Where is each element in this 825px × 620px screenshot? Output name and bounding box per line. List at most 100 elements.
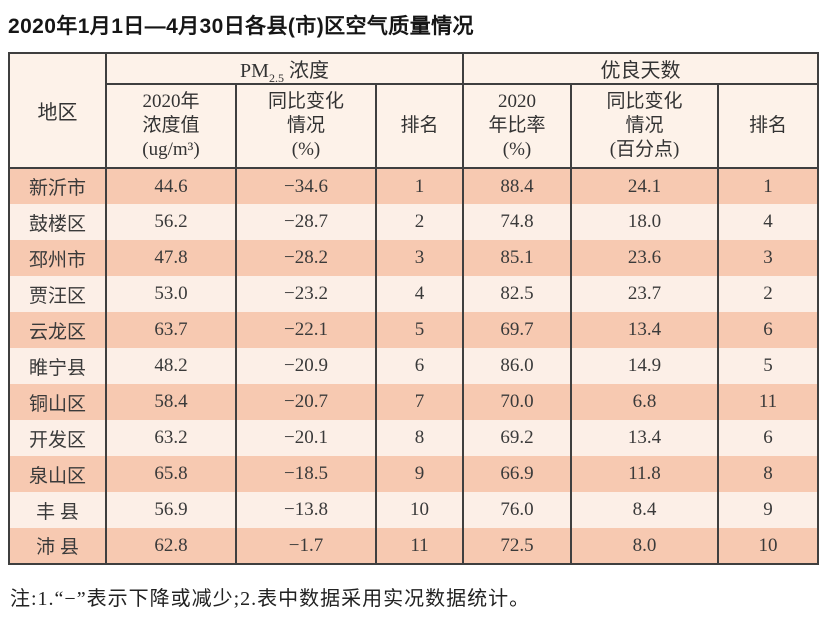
cell-pm-rank: 9 xyxy=(374,456,465,492)
cell-pm-value: 56.2 xyxy=(105,204,237,240)
pm25-label-prefix: PM xyxy=(240,60,269,82)
cell-pm-value: 53.0 xyxy=(105,276,237,312)
cell-days-rank: 1 xyxy=(717,168,820,204)
cell-pm-rank: 3 xyxy=(374,240,465,276)
cell-days-rank: 3 xyxy=(717,240,820,276)
column-header-pm-value: 2020年 浓度值 (ug/m³) xyxy=(105,83,237,169)
column-group-good-days: 优良天数 xyxy=(462,52,820,85)
cell-region: 沛 县 xyxy=(8,528,107,564)
cell-pm-rank: 7 xyxy=(374,384,465,420)
table-row: 沛 县 62.8 −1.7 11 72.5 8.0 10 xyxy=(8,528,820,564)
header-sub-row: 2020年 浓度值 (ug/m³) 同比变化 情况 (%) 排名 2020 年比… xyxy=(9,83,820,169)
cell-pm-value: 62.8 xyxy=(105,528,237,564)
column-header-region: 地区 xyxy=(8,52,107,169)
cell-days-rank: 6 xyxy=(717,312,820,348)
cell-region: 新沂市 xyxy=(8,168,107,204)
cell-days-change: 8.0 xyxy=(570,528,720,564)
cell-pm-change: −1.7 xyxy=(235,528,377,564)
cell-days-rank: 2 xyxy=(717,276,820,312)
cell-days-change: 8.4 xyxy=(570,492,720,528)
pm25-label-suffix: 浓度 xyxy=(283,60,329,82)
table-row: 丰 县 56.9 −13.8 10 76.0 8.4 9 xyxy=(8,492,820,528)
cell-days-ratio: 82.5 xyxy=(462,276,573,312)
cell-pm-value: 65.8 xyxy=(105,456,237,492)
cell-region: 邳州市 xyxy=(8,240,107,276)
column-header-days-change: 同比变化 情况 (百分点) xyxy=(570,83,720,169)
table-row: 鼓楼区 56.2 −28.7 2 74.8 18.0 4 xyxy=(8,204,820,240)
cell-days-ratio: 69.7 xyxy=(462,312,573,348)
cell-days-ratio: 74.8 xyxy=(462,204,573,240)
cell-pm-value: 63.2 xyxy=(105,420,237,456)
table-row: 新沂市 44.6 −34.6 1 88.4 24.1 1 xyxy=(8,168,820,204)
cell-region: 睢宁县 xyxy=(8,348,107,384)
cell-region: 泉山区 xyxy=(8,456,107,492)
cell-pm-rank: 1 xyxy=(374,168,465,204)
cell-pm-change: −28.7 xyxy=(235,204,377,240)
table-body: 新沂市 44.6 −34.6 1 88.4 24.1 1 鼓楼区 56.2 −2… xyxy=(8,168,820,564)
cell-days-change: 6.8 xyxy=(570,384,720,420)
cell-pm-value: 58.4 xyxy=(105,384,237,420)
cell-region: 开发区 xyxy=(8,420,107,456)
cell-days-rank: 8 xyxy=(717,456,820,492)
cell-pm-change: −34.6 xyxy=(235,168,377,204)
column-header-pm-rank: 排名 xyxy=(374,83,465,169)
cell-days-ratio: 66.9 xyxy=(462,456,573,492)
column-group-pm25: PM2.5 浓度 xyxy=(104,52,465,85)
pm25-label-subscript: 2.5 xyxy=(268,71,284,85)
cell-pm-change: −18.5 xyxy=(235,456,377,492)
table-row: 贾汪区 53.0 −23.2 4 82.5 23.7 2 xyxy=(8,276,820,312)
column-header-pm-change: 同比变化 情况 (%) xyxy=(235,83,377,169)
footnote: 注:1.“−”表示下降或减少;2.表中数据采用实况数据统计。 xyxy=(10,588,531,610)
cell-pm-change: −22.1 xyxy=(235,312,377,348)
column-header-days-rank: 排名 xyxy=(717,83,820,169)
cell-days-rank: 6 xyxy=(717,420,820,456)
cell-pm-rank: 4 xyxy=(374,276,465,312)
cell-region: 贾汪区 xyxy=(8,276,107,312)
cell-pm-change: −20.1 xyxy=(235,420,377,456)
table-row: 开发区 63.2 −20.1 8 69.2 13.4 6 xyxy=(8,420,820,456)
cell-pm-rank: 10 xyxy=(374,492,465,528)
cell-pm-rank: 11 xyxy=(374,528,465,564)
cell-days-ratio: 86.0 xyxy=(462,348,573,384)
cell-pm-value: 63.7 xyxy=(105,312,237,348)
table-row: 睢宁县 48.2 −20.9 6 86.0 14.9 5 xyxy=(8,348,820,384)
cell-pm-value: 56.9 xyxy=(105,492,237,528)
cell-days-change: 11.8 xyxy=(570,456,720,492)
cell-days-ratio: 72.5 xyxy=(462,528,573,564)
cell-pm-value: 44.6 xyxy=(105,168,237,204)
cell-region: 云龙区 xyxy=(8,312,107,348)
cell-pm-change: −28.2 xyxy=(235,240,377,276)
cell-pm-value: 48.2 xyxy=(105,348,237,384)
cell-days-ratio: 70.0 xyxy=(462,384,573,420)
cell-days-change: 13.4 xyxy=(570,312,720,348)
table-row: 云龙区 63.7 −22.1 5 69.7 13.4 6 xyxy=(8,312,820,348)
cell-days-change: 13.4 xyxy=(570,420,720,456)
table-row: 邳州市 47.8 −28.2 3 85.1 23.6 3 xyxy=(8,240,820,276)
table-row: 铜山区 58.4 −20.7 7 70.0 6.8 11 xyxy=(8,384,820,420)
cell-pm-rank: 6 xyxy=(374,348,465,384)
header-group-row: 地区 PM2.5 浓度 优良天数 xyxy=(8,52,820,169)
cell-pm-rank: 8 xyxy=(374,420,465,456)
cell-pm-change: −20.9 xyxy=(235,348,377,384)
cell-region: 鼓楼区 xyxy=(8,204,107,240)
cell-days-ratio: 76.0 xyxy=(462,492,573,528)
cell-days-ratio: 88.4 xyxy=(462,168,573,204)
cell-days-change: 14.9 xyxy=(570,348,720,384)
cell-pm-rank: 2 xyxy=(374,204,465,240)
cell-region: 丰 县 xyxy=(8,492,107,528)
table-row: 泉山区 65.8 −18.5 9 66.9 11.8 8 xyxy=(8,456,820,492)
cell-days-rank: 11 xyxy=(717,384,820,420)
cell-days-rank: 4 xyxy=(717,204,820,240)
column-header-days-ratio: 2020 年比率 (%) xyxy=(462,83,573,169)
cell-pm-rank: 5 xyxy=(374,312,465,348)
cell-days-change: 23.6 xyxy=(570,240,720,276)
page-title: 2020年1月1日—4月30日各县(市)区空气质量情况 xyxy=(8,15,474,38)
cell-days-rank: 5 xyxy=(717,348,820,384)
cell-days-rank: 10 xyxy=(717,528,820,564)
cell-pm-change: −20.7 xyxy=(235,384,377,420)
cell-region: 铜山区 xyxy=(8,384,107,420)
cell-days-change: 18.0 xyxy=(570,204,720,240)
cell-days-change: 23.7 xyxy=(570,276,720,312)
cell-days-rank: 9 xyxy=(717,492,820,528)
